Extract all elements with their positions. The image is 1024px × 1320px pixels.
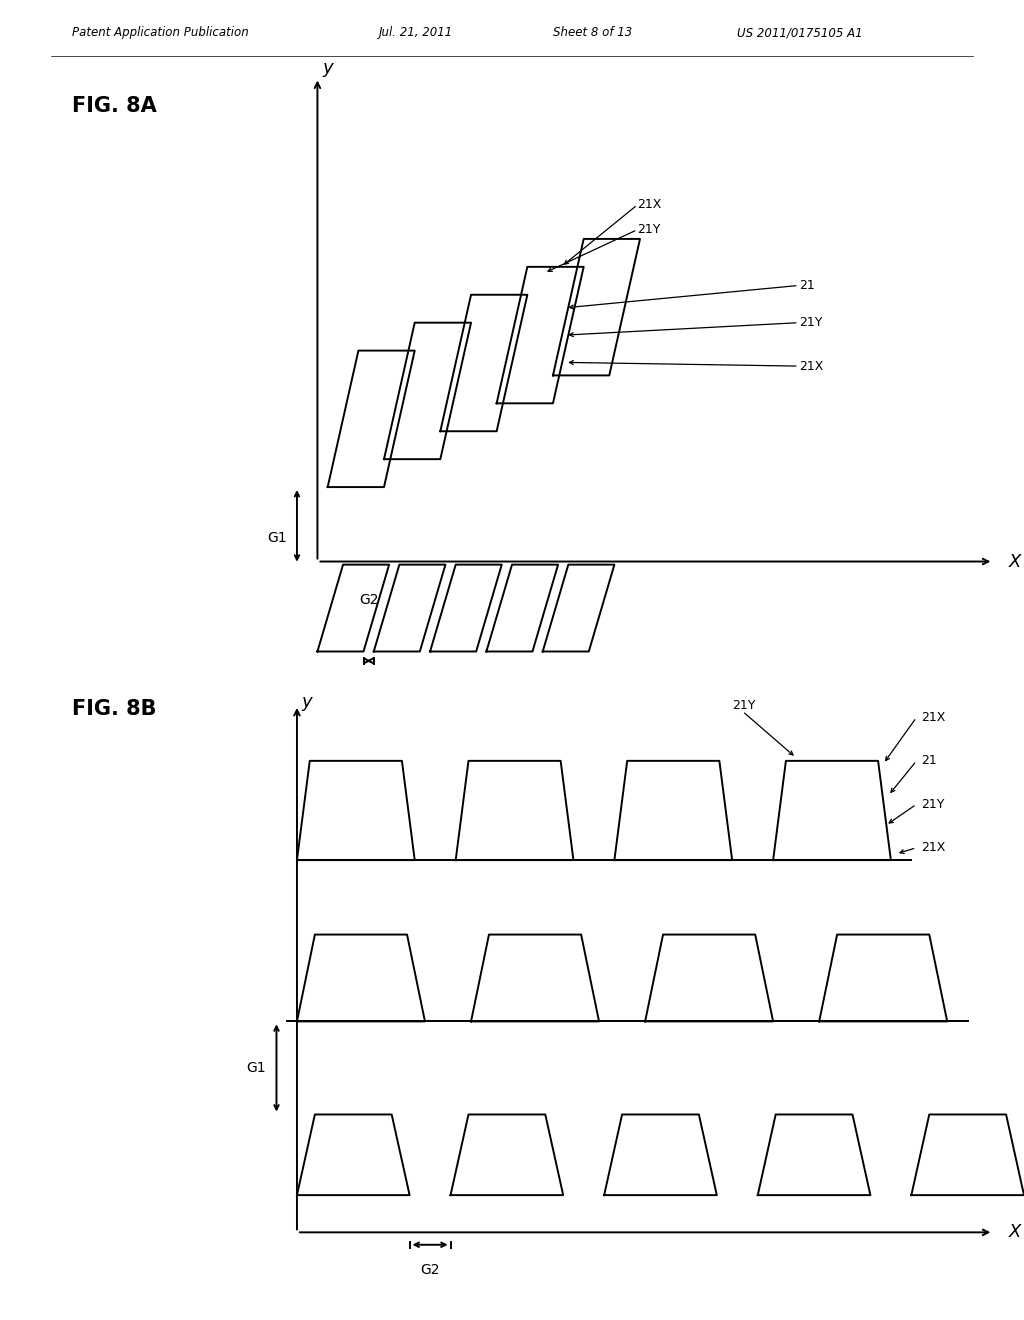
Text: 21X: 21X [799, 359, 823, 372]
Text: FIG. 8A: FIG. 8A [72, 96, 157, 116]
Text: 21Y: 21Y [799, 317, 822, 329]
Text: X: X [1009, 553, 1021, 570]
Text: Jul. 21, 2011: Jul. 21, 2011 [379, 26, 454, 40]
Text: y: y [323, 59, 333, 77]
Text: 21X: 21X [637, 198, 662, 211]
Text: G2: G2 [358, 593, 379, 607]
Text: 21Y: 21Y [922, 797, 945, 810]
Text: 21: 21 [922, 754, 937, 767]
Text: US 2011/0175105 A1: US 2011/0175105 A1 [737, 26, 863, 40]
Text: Sheet 8 of 13: Sheet 8 of 13 [553, 26, 632, 40]
Text: 21Y: 21Y [732, 698, 756, 711]
Text: G1: G1 [247, 1061, 266, 1074]
Text: X: X [1009, 1224, 1021, 1241]
Text: G2: G2 [420, 1263, 440, 1278]
Text: 21Y: 21Y [637, 223, 660, 236]
Text: Patent Application Publication: Patent Application Publication [72, 26, 249, 40]
Text: 21X: 21X [922, 711, 946, 723]
Text: FIG. 8B: FIG. 8B [72, 698, 157, 719]
Text: G1: G1 [267, 531, 287, 545]
Text: 21: 21 [799, 279, 814, 292]
Text: 21X: 21X [922, 841, 946, 854]
Text: y: y [302, 693, 312, 710]
